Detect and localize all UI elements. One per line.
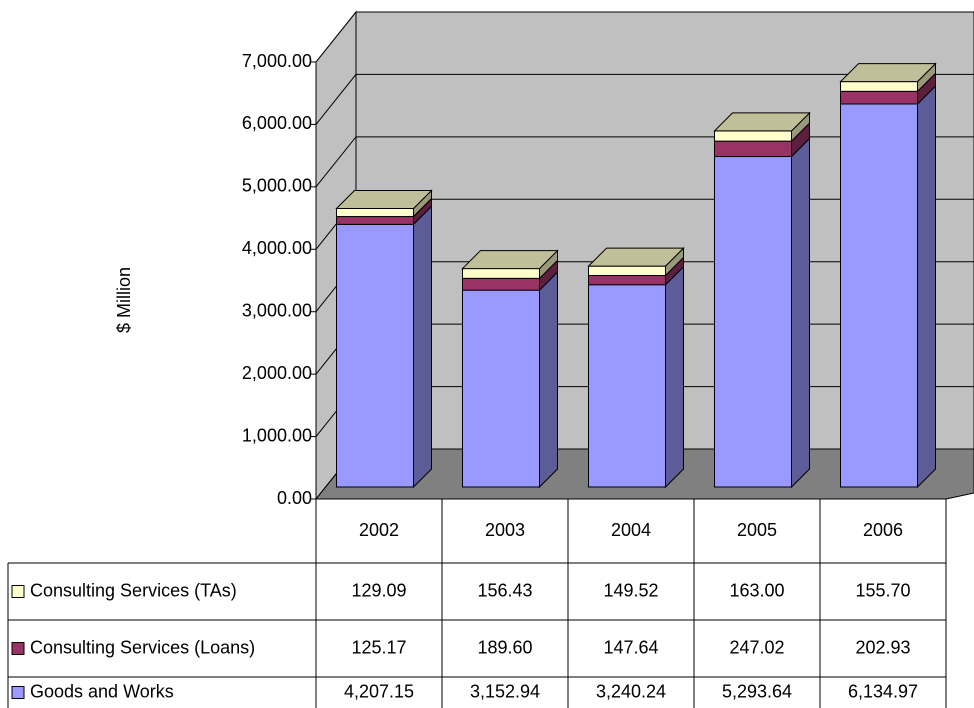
bar — [840, 103, 918, 488]
bar — [840, 90, 918, 105]
grid-line — [315, 11, 974, 63]
x-tick-label: 2002 — [359, 520, 399, 540]
y-tick-label: 4,000.00 — [242, 238, 312, 258]
bar — [840, 81, 918, 92]
y-tick-label: 3,000.00 — [242, 300, 312, 320]
bar-side — [665, 265, 684, 489]
legend-label: Goods and Works — [30, 681, 174, 701]
bar-side — [791, 137, 810, 489]
table-cell: 156.43 — [477, 580, 532, 600]
bar — [714, 140, 792, 158]
grid-line — [315, 73, 974, 125]
y-tick-label: 7,000.00 — [242, 51, 312, 71]
x-tick-label: 2005 — [737, 520, 777, 540]
y-tick-label: 6,000.00 — [242, 113, 312, 133]
bar — [336, 216, 414, 225]
bar — [336, 223, 414, 488]
table-cell: 202.93 — [855, 637, 910, 657]
table-cell: 147.64 — [603, 637, 658, 657]
table-cell: 4,207.15 — [344, 681, 414, 701]
bar — [588, 284, 666, 488]
legend-key — [11, 686, 25, 699]
table-cell: 247.02 — [729, 637, 784, 657]
x-tick-label: 2004 — [611, 520, 651, 540]
bar — [714, 156, 792, 488]
table-cell: 5,293.64 — [722, 681, 792, 701]
table-cell: 3,240.24 — [596, 681, 666, 701]
x-tick-label: 2006 — [863, 520, 903, 540]
table-cell: 129.09 — [351, 580, 406, 600]
y-tick-label: 2,000.00 — [242, 363, 312, 383]
bar-top — [461, 250, 559, 270]
table-cell: 189.60 — [477, 637, 532, 657]
legend-key — [11, 642, 25, 655]
bar-top — [335, 189, 433, 209]
legend-label: Consulting Services (Loans) — [30, 637, 255, 657]
bar — [588, 265, 666, 276]
bar — [462, 277, 540, 291]
table-cell: 155.70 — [855, 580, 910, 600]
y-tick-label: 1,000.00 — [242, 425, 312, 445]
legend-label: Consulting Services (TAs) — [30, 580, 237, 600]
bar — [714, 130, 792, 142]
y-tick-label: 0.00 — [277, 488, 312, 508]
bar-top — [839, 63, 937, 83]
bar-top — [587, 247, 685, 267]
bar — [462, 268, 540, 279]
bar-side — [917, 84, 936, 489]
bar — [462, 289, 540, 488]
bar-top — [713, 112, 811, 132]
bar-side — [413, 205, 432, 489]
table-cell: 163.00 — [729, 580, 784, 600]
table-cell: 3,152.94 — [470, 681, 540, 701]
y-tick-label: 5,000.00 — [242, 176, 312, 196]
bar — [336, 207, 414, 218]
table-cell: 6,134.97 — [848, 681, 918, 701]
bar — [588, 274, 666, 286]
x-tick-label: 2003 — [485, 520, 525, 540]
table-cell: 149.52 — [603, 580, 658, 600]
legend-key — [11, 585, 25, 598]
table-cell: 125.17 — [351, 637, 406, 657]
bar-side — [539, 270, 558, 489]
y-axis-label: $ Million — [114, 267, 134, 333]
